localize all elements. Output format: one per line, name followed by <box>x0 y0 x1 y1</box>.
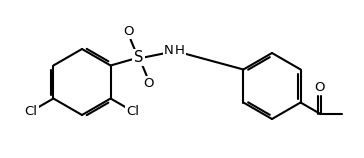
Text: Cl: Cl <box>24 105 37 118</box>
Text: O: O <box>143 77 154 90</box>
Text: O: O <box>123 25 134 38</box>
Text: S: S <box>134 50 143 65</box>
Text: O: O <box>314 81 325 94</box>
Text: Cl: Cl <box>127 105 140 118</box>
Text: H: H <box>175 44 185 57</box>
Text: N: N <box>164 44 174 57</box>
